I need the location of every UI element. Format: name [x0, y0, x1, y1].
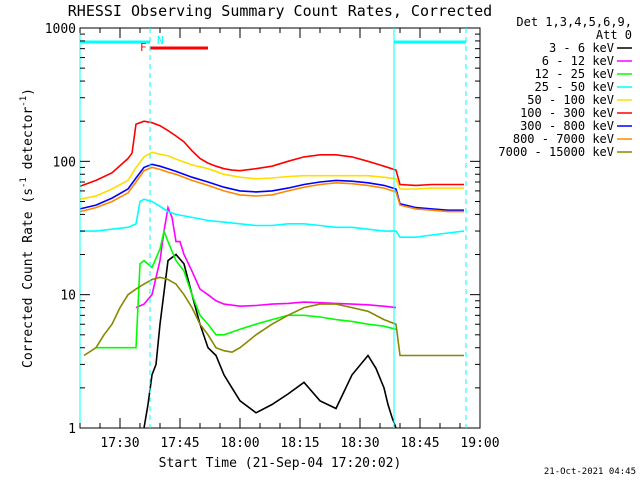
x-tick-label: 19:00: [460, 436, 499, 451]
legend-entry-label-4: 50 - 100 keV: [527, 93, 614, 107]
y-axis-label-sup1: -1: [19, 177, 29, 188]
flare-flag-label: F: [140, 41, 147, 54]
x-tick-label: 18:45: [400, 436, 439, 451]
legend-entry-label-2: 12 - 25 keV: [535, 67, 614, 81]
night-flag-label: N: [157, 34, 164, 47]
series-line-7: [79, 166, 464, 213]
x-axis-ticks: 17:30 17:45 18:00 18:15 18:30 18:45 19:00: [79, 28, 500, 451]
series-line-1: [135, 204, 397, 309]
legend-entry-label-7: 800 - 7000 keV: [513, 132, 614, 146]
x-axis-label: Start Time (21-Sep-04 17:20:02): [159, 456, 402, 471]
y-axis-ticks: 1 10 100 1000: [45, 22, 480, 437]
x-tick-label: 17:45: [160, 436, 199, 451]
x-tick-label: 17:30: [100, 436, 139, 451]
series-line-2: [96, 228, 397, 349]
y-tick-label: 100: [53, 155, 76, 170]
x-tick-label: 18:15: [280, 436, 319, 451]
generation-timestamp: 21-Oct-2021 04:45: [544, 467, 636, 477]
legend-entry-label-8: 7000 - 15000 keV: [498, 145, 614, 159]
legend-header-line-1: Det 1,3,4,5,6,9,: [516, 15, 632, 29]
y-tick-label: 1: [68, 422, 76, 437]
series-line-8: [83, 276, 464, 357]
series-line-3: [80, 198, 465, 238]
flag-layer: NF: [79, 28, 467, 428]
y-axis-label: Corrected Count Rate (s-1 detector-1): [19, 88, 36, 368]
legend-header-line-2: Att 0: [596, 28, 632, 42]
legend-entry-label-1: 6 - 12 keV: [542, 54, 614, 68]
y-axis-label-mid: detector: [21, 107, 36, 178]
legend-entry-label-3: 25 - 50 keV: [535, 80, 614, 94]
chart-title: RHESSI Observing Summary Count Rates, Co…: [68, 2, 492, 20]
y-axis-label-main: Corrected Count Rate (s: [21, 188, 36, 368]
plot-frame: [79, 27, 481, 429]
series-layer: [79, 120, 465, 429]
legend-entry-label-0: 3 - 6 keV: [549, 41, 614, 55]
y-tick-label: 10: [60, 289, 76, 304]
legend-entry-label-6: 300 - 800 keV: [520, 119, 614, 133]
y-axis-label-sup2: -1: [19, 96, 29, 107]
series-line-0: [143, 253, 397, 429]
legend-entry-label-5: 100 - 300 keV: [520, 106, 614, 120]
x-tick-label: 18:00: [220, 436, 259, 451]
series-line-4: [79, 151, 464, 200]
plot-area: [79, 27, 481, 429]
x-tick-label: 18:30: [340, 436, 379, 451]
y-tick-label: 1000: [45, 22, 76, 37]
y-axis-label-end: ): [21, 88, 36, 96]
series-line-6: [79, 163, 464, 211]
series-line-5: [79, 120, 464, 188]
